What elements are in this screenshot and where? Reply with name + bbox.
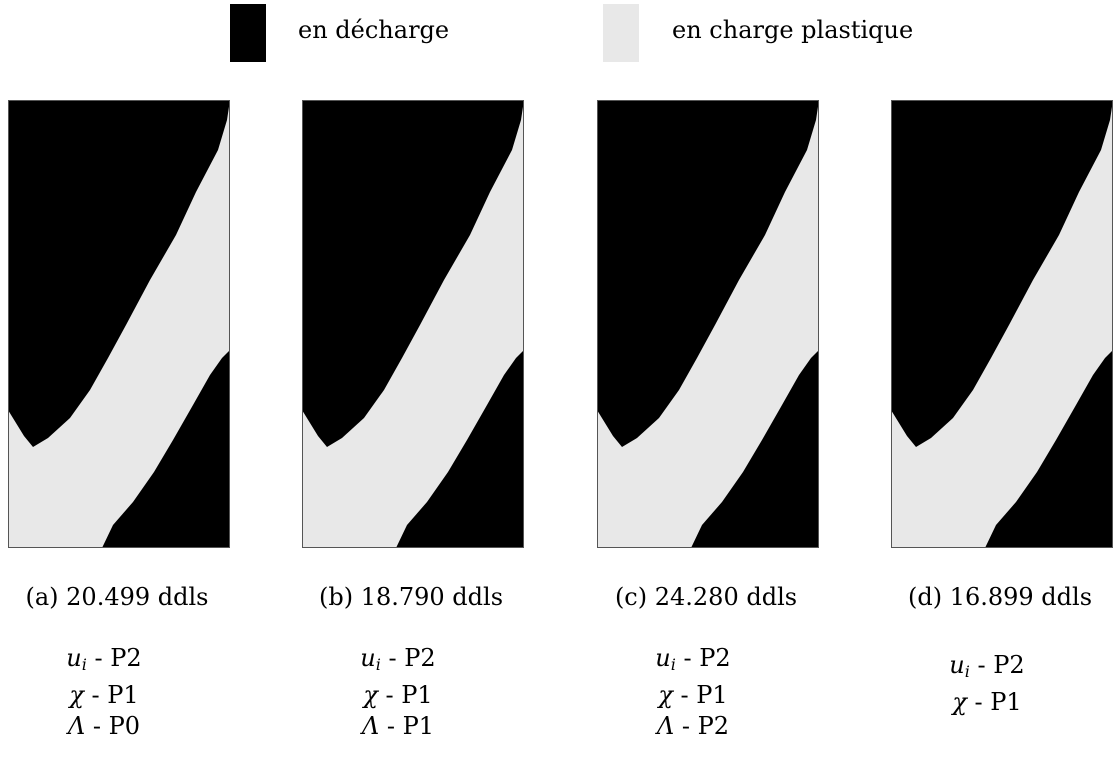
disc-a-line-2: χ - P1 — [69, 681, 139, 709]
caption-c: (c) 24.280 ddls — [614, 583, 798, 611]
disc-c-line-2: χ - P1 — [658, 681, 728, 709]
disc-b-line-2: χ - P1 — [363, 681, 433, 709]
discretization-a: ui - P2 χ - P1 Λ - P0 — [4, 643, 204, 742]
panel-a-unloading-upper — [8, 100, 230, 447]
legend-swatch-unloading — [230, 4, 266, 62]
caption-b: (b) 18.790 ddls — [318, 583, 504, 611]
caption-a: (a) 20.499 ddls — [25, 583, 209, 611]
disc-d-line-2: χ - P1 — [952, 688, 1022, 716]
panel-b-unloading-lower — [396, 350, 524, 548]
panel-d-plot — [891, 100, 1113, 548]
disc-a-line-1: ui - P2 — [66, 644, 142, 674]
disc-d-line-1: ui - P2 — [949, 651, 1025, 681]
disc-c-line-1: ui - P2 — [655, 644, 731, 674]
panel-a-image — [8, 100, 230, 548]
panel-a-plot — [8, 100, 230, 548]
panel-c-unloading-upper — [597, 100, 819, 447]
discretization-b: ui - P2 χ - P1 Λ - P1 — [298, 643, 498, 742]
panel-c-unloading-lower — [691, 350, 819, 548]
panel-b-image — [302, 100, 524, 548]
disc-a-line-3: Λ - P0 — [67, 712, 141, 740]
panel-d-image — [891, 100, 1113, 548]
panel-a-unloading-lower — [102, 350, 230, 548]
panel-d-unloading-upper — [891, 100, 1113, 447]
discretization-d: ui - P2 χ - P1 — [887, 650, 1087, 718]
legend-label-unloading: en décharge — [298, 16, 450, 44]
legend-swatch-plastic — [603, 4, 639, 62]
disc-c-line-3: Λ - P2 — [656, 712, 730, 740]
panel-d-unloading-lower — [985, 350, 1113, 548]
disc-b-line-1: ui - P2 — [360, 644, 436, 674]
panel-c-plot — [597, 100, 819, 548]
panel-b-unloading-upper — [302, 100, 524, 447]
panel-c-image — [597, 100, 819, 548]
caption-d: (d) 16.899 ddls — [907, 583, 1093, 611]
legend-label-plastic: en charge plastique — [672, 16, 914, 44]
panel-b-plot — [302, 100, 524, 548]
discretization-c: ui - P2 χ - P1 Λ - P2 — [593, 643, 793, 742]
disc-b-line-3: Λ - P1 — [361, 712, 435, 740]
